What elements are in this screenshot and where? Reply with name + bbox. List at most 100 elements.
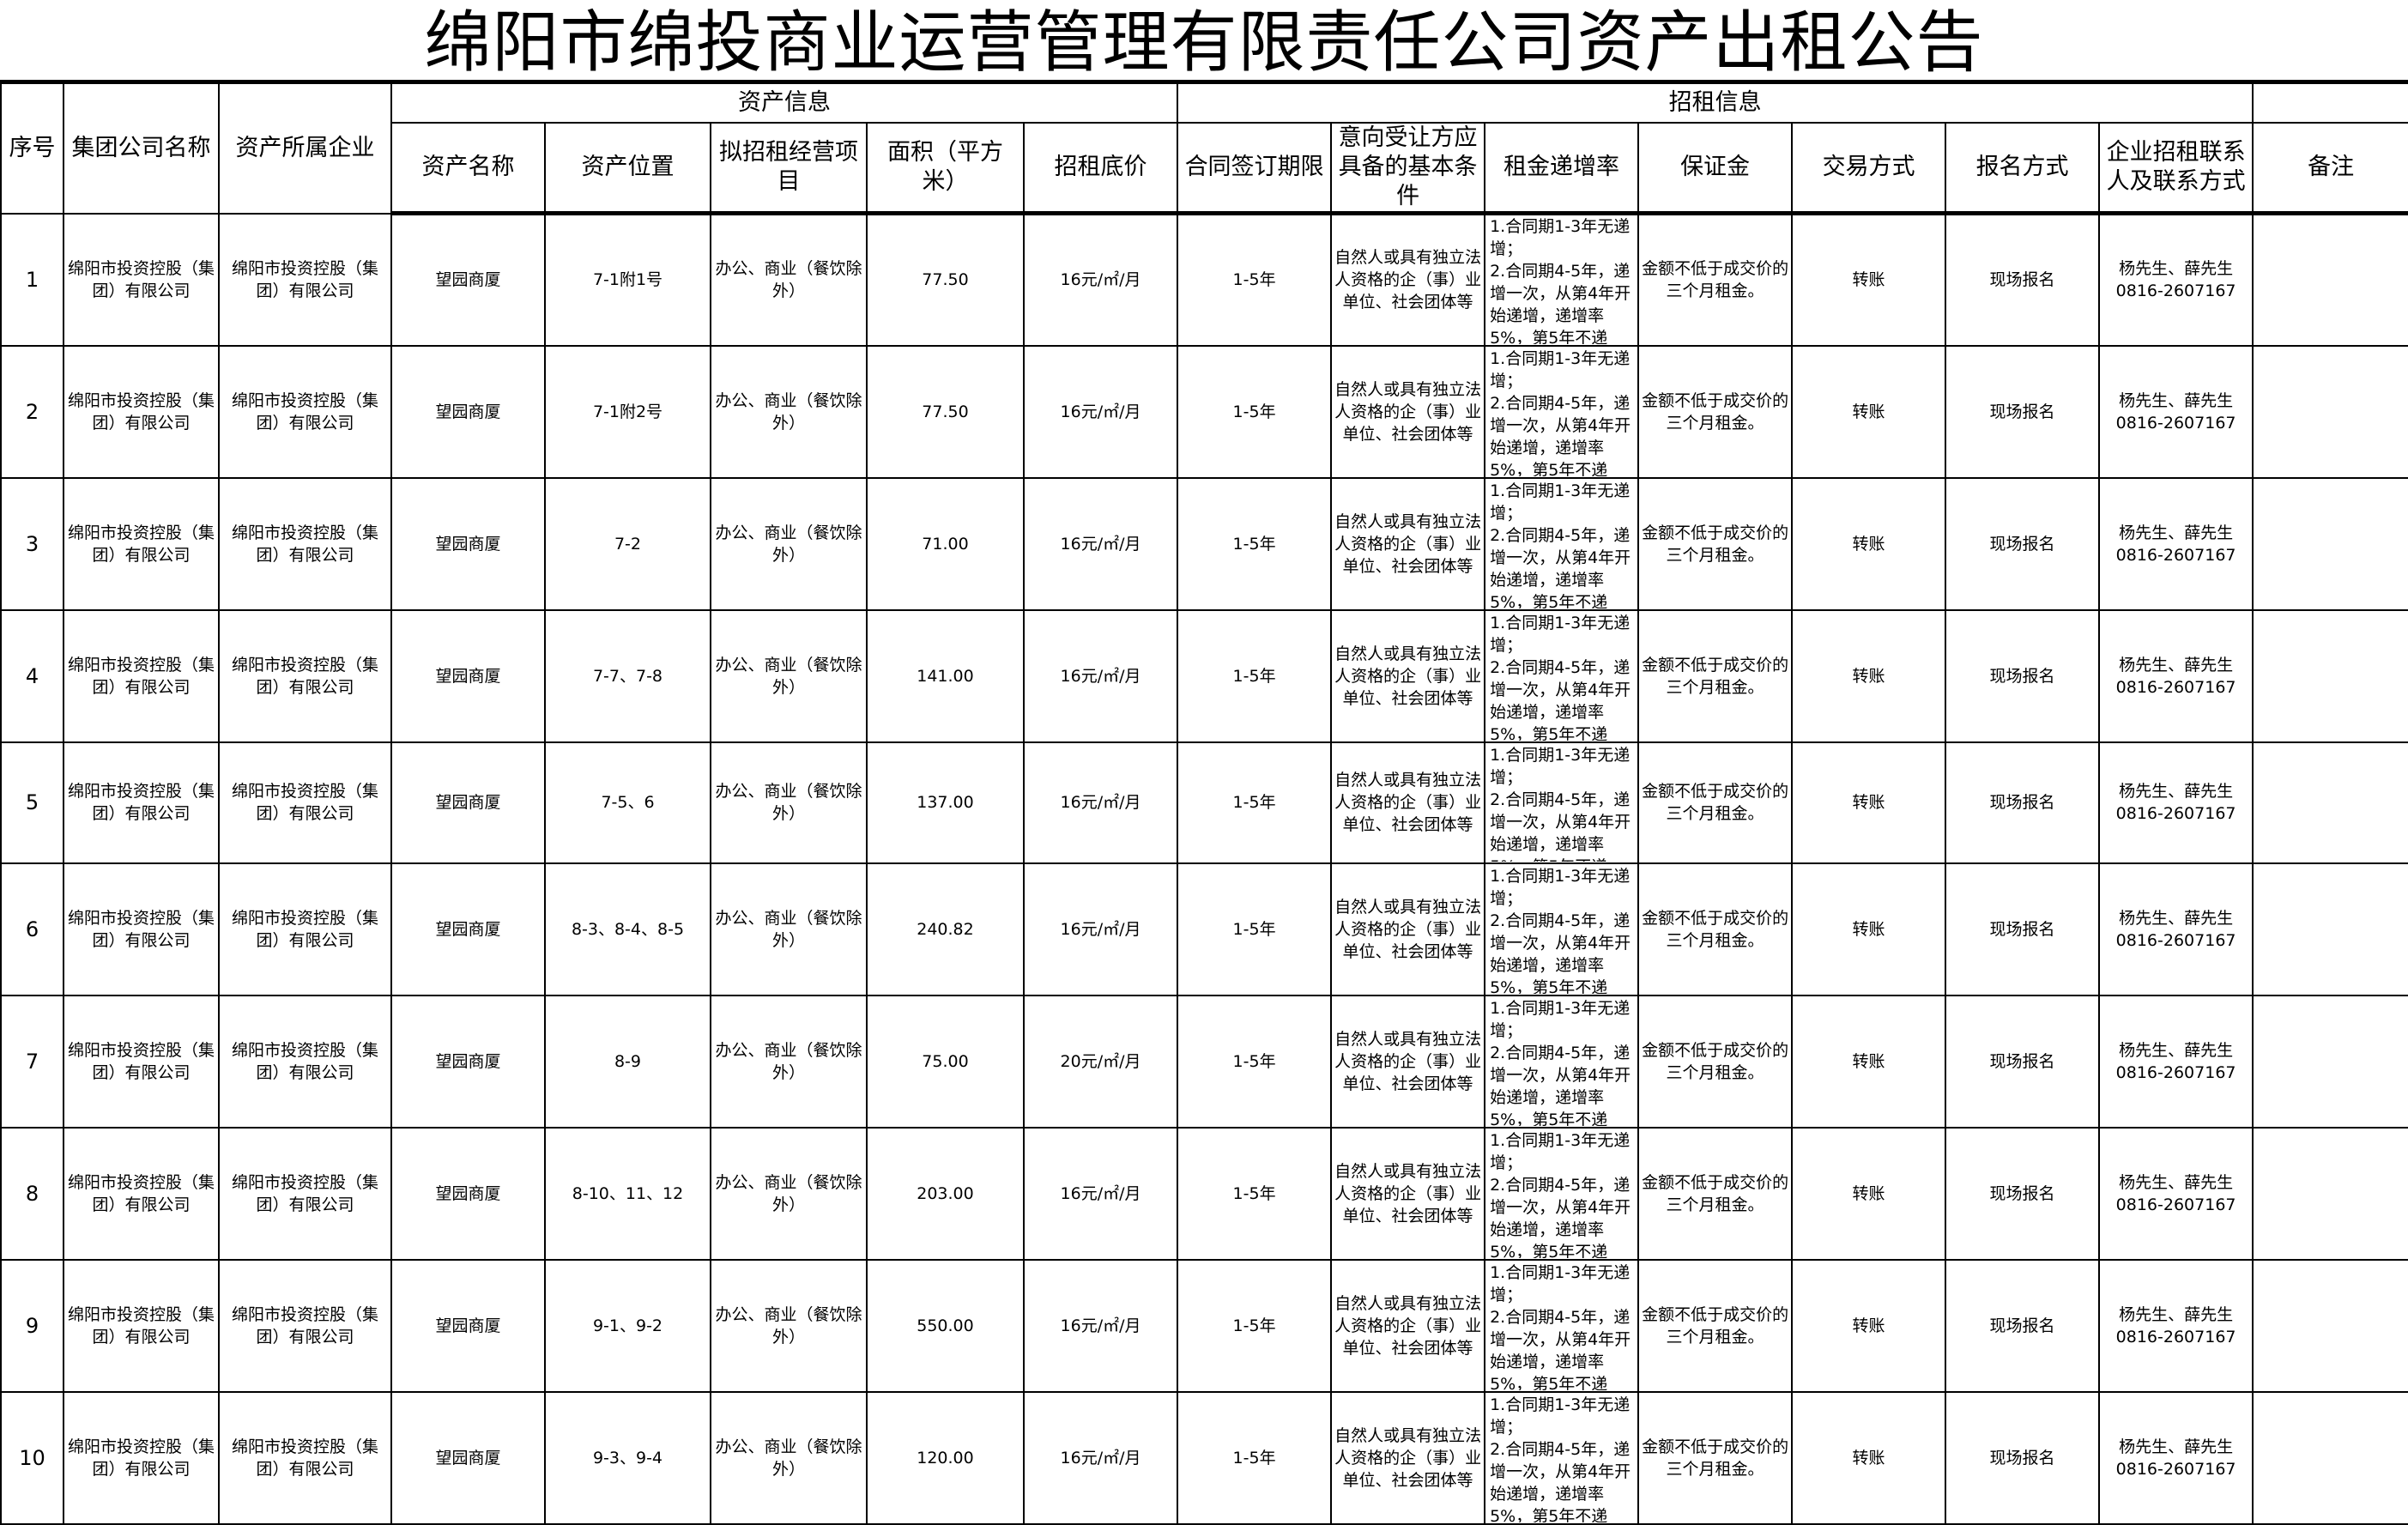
increase-line: 2.合同期4-5年，递增一次，从第4年开始递增，递增率5%，第5年不递 (1490, 1307, 1631, 1390)
cell-conditions: 自然人或具有独立法人资格的企（事）业单位、社会团体等 (1330, 741, 1486, 864)
cell-remark (2252, 1390, 2408, 1525)
cell-group: 绵阳市投资控股（集团）有限公司 (63, 1258, 220, 1393)
cell-location: 7-7、7-8 (544, 608, 711, 743)
cell-signup: 现场报名 (1945, 476, 2101, 611)
cell-deposit: 金额不低于成交价的三个月租金。 (1637, 608, 1794, 743)
cell-index: 10 (0, 1390, 64, 1525)
cell-owner: 绵阳市投资控股（集团）有限公司 (218, 862, 392, 996)
table-row: 9 绵阳市投资控股（集团）有限公司 绵阳市投资控股（集团）有限公司 望园商厦 9-1、9… (0, 1258, 2408, 1393)
cell-signup: 现场报名 (1945, 1390, 2101, 1525)
header-blank (2252, 80, 2408, 124)
cell-deposit: 金额不低于成交价的三个月租金。 (1637, 994, 1794, 1129)
cell-group: 绵阳市投资控股（集团）有限公司 (63, 212, 220, 347)
cell-asset-name: 望园商厦 (390, 1126, 546, 1261)
cell-remark (2252, 994, 2408, 1129)
increase-line: 1.合同期1-3年无递增； (1490, 866, 1631, 908)
increase-line: 2.合同期4-5年，递增一次，从第4年开始递增，递增率5%，第5年不递 (1490, 1439, 1631, 1522)
cell-increase: 1.合同期1-3年无递增； 2.合同期4-5年，递增一次，从第4年开始递增，递增率… (1484, 608, 1640, 743)
header-asset-info: 资产信息 (390, 80, 1179, 124)
increase-line: 1.合同期1-3年无递增； (1490, 217, 1631, 259)
table-row: 10 绵阳市投资控股（集团）有限公司 绵阳市投资控股（集团）有限公司 望园商厦 9-3、… (0, 1390, 2408, 1525)
cell-project: 办公、商业（餐饮除外） (710, 994, 868, 1129)
cell-term: 1-5年 (1177, 344, 1333, 479)
cell-price: 16元/㎡/月 (1022, 608, 1179, 743)
cell-area: 77.50 (866, 344, 1025, 479)
cell-project: 办公、商业（餐饮除外） (710, 1126, 868, 1261)
cell-asset-name: 望园商厦 (390, 994, 546, 1129)
header-deposit: 保证金 (1637, 122, 1794, 215)
cell-owner: 绵阳市投资控股（集团）有限公司 (218, 344, 392, 479)
cell-project: 办公、商业（餐饮除外） (710, 741, 868, 864)
header-conditions: 意向受让方应具备的基本条件 (1330, 122, 1486, 215)
header-index: 序号 (0, 80, 64, 215)
cell-group: 绵阳市投资控股（集团）有限公司 (63, 741, 220, 864)
increase-line: 1.合同期1-3年无递增； (1490, 998, 1631, 1040)
cell-deposit: 金额不低于成交价的三个月租金。 (1637, 862, 1794, 996)
cell-price: 16元/㎡/月 (1022, 1390, 1179, 1525)
increase-text: 1.合同期1-3年无递增； 2.合同期4-5年，递增一次，从第4年开始递增，递增率… (1488, 1394, 1635, 1522)
cell-trade: 转账 (1791, 608, 1947, 743)
cell-signup: 现场报名 (1945, 741, 2101, 864)
cell-conditions: 自然人或具有独立法人资格的企（事）业单位、社会团体等 (1330, 344, 1486, 479)
cell-increase: 1.合同期1-3年无递增； 2.合同期4-5年，递增一次，从第4年开始递增，递增率… (1484, 212, 1640, 347)
cell-group: 绵阳市投资控股（集团）有限公司 (63, 862, 220, 996)
cell-location: 9-1、9-2 (544, 1258, 711, 1393)
increase-line: 2.合同期4-5年，递增一次，从第4年开始递增，递增率5%，第5年不递 (1490, 911, 1631, 994)
table-row: 1 绵阳市投资控股（集团）有限公司 绵阳市投资控股（集团）有限公司 望园商厦 7-1附1… (0, 212, 2408, 347)
cell-increase: 1.合同期1-3年无递增； 2.合同期4-5年，递增一次，从第4年开始递增，递增率… (1484, 994, 1640, 1129)
cell-index: 2 (0, 344, 64, 479)
table-row: 6 绵阳市投资控股（集团）有限公司 绵阳市投资控股（集团）有限公司 望园商厦 8-3、8… (0, 862, 2408, 996)
header-rent-info: 招租信息 (1177, 80, 2254, 124)
header-increase: 租金递增率 (1484, 122, 1640, 215)
cell-owner: 绵阳市投资控股（集团）有限公司 (218, 1126, 392, 1261)
cell-price: 16元/㎡/月 (1022, 212, 1179, 347)
increase-line: 2.合同期4-5年，递增一次，从第4年开始递增，递增率5%，第5年不递 (1490, 790, 1631, 862)
cell-remark (2252, 608, 2408, 743)
cell-price: 16元/㎡/月 (1022, 476, 1179, 611)
page-title: 绵阳市绵投商业运营管理有限责任公司资产出租公告 (424, 4, 1984, 82)
cell-deposit: 金额不低于成交价的三个月租金。 (1637, 212, 1794, 347)
header-location: 资产位置 (544, 122, 711, 215)
increase-line: 1.合同期1-3年无递增； (1490, 613, 1631, 655)
cell-term: 1-5年 (1177, 476, 1333, 611)
increase-text: 1.合同期1-3年无递增； 2.合同期4-5年，递增一次，从第4年开始递增，递增率… (1488, 480, 1635, 608)
cell-price: 16元/㎡/月 (1022, 741, 1179, 864)
cell-location: 9-3、9-4 (544, 1390, 711, 1525)
increase-line: 1.合同期1-3年无递增； (1490, 481, 1631, 523)
cell-term: 1-5年 (1177, 608, 1333, 743)
header-asset-name: 资产名称 (390, 122, 546, 215)
cell-price: 20元/㎡/月 (1022, 994, 1179, 1129)
cell-contact: 杨先生、薛先生 0816-2607167 (2098, 741, 2254, 864)
cell-increase: 1.合同期1-3年无递增； 2.合同期4-5年，递增一次，从第4年开始递增，递增率… (1484, 476, 1640, 611)
cell-remark (2252, 344, 2408, 479)
cell-contact: 杨先生、薛先生 0816-2607167 (2098, 1258, 2254, 1393)
cell-project: 办公、商业（餐饮除外） (710, 212, 868, 347)
cell-term: 1-5年 (1177, 212, 1333, 347)
table-row: 2 绵阳市投资控股（集团）有限公司 绵阳市投资控股（集团）有限公司 望园商厦 7-1附2… (0, 344, 2408, 479)
cell-trade: 转账 (1791, 1258, 1947, 1393)
cell-trade: 转账 (1791, 994, 1947, 1129)
cell-owner: 绵阳市投资控股（集团）有限公司 (218, 608, 392, 743)
increase-line: 2.合同期4-5年，递增一次，从第4年开始递增，递增率5%，第5年不递 (1490, 262, 1631, 345)
cell-contact: 杨先生、薛先生 0816-2607167 (2098, 212, 2254, 347)
cell-owner: 绵阳市投资控股（集团）有限公司 (218, 212, 392, 347)
cell-area: 203.00 (866, 1126, 1025, 1261)
cell-asset-name: 望园商厦 (390, 1258, 546, 1393)
cell-index: 4 (0, 608, 64, 743)
cell-remark (2252, 1258, 2408, 1393)
increase-line: 2.合同期4-5年，递增一次，从第4年开始递增，递增率5%，第5年不递 (1490, 393, 1631, 476)
header-price: 招租底价 (1022, 122, 1179, 215)
cell-asset-name: 望园商厦 (390, 476, 546, 611)
cell-increase: 1.合同期1-3年无递增； 2.合同期4-5年，递增一次，从第4年开始递增，递增率… (1484, 1390, 1640, 1525)
cell-project: 办公、商业（餐饮除外） (710, 608, 868, 743)
cell-trade: 转账 (1791, 476, 1947, 611)
cell-price: 16元/㎡/月 (1022, 1258, 1179, 1393)
cell-conditions: 自然人或具有独立法人资格的企（事）业单位、社会团体等 (1330, 994, 1486, 1129)
cell-remark (2252, 862, 2408, 996)
cell-area: 240.82 (866, 862, 1025, 996)
cell-trade: 转账 (1791, 1126, 1947, 1261)
header-contact: 企业招租联系人及联系方式 (2098, 122, 2254, 215)
cell-area: 71.00 (866, 476, 1025, 611)
cell-signup: 现场报名 (1945, 608, 2101, 743)
cell-contact: 杨先生、薛先生 0816-2607167 (2098, 476, 2254, 611)
